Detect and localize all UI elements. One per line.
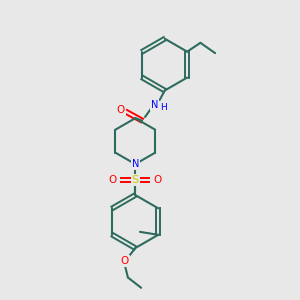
Text: O: O [109, 175, 117, 185]
Text: H: H [160, 103, 167, 112]
Text: S: S [132, 175, 139, 185]
Text: O: O [121, 256, 129, 266]
Text: O: O [116, 105, 125, 115]
Text: O: O [154, 175, 162, 185]
Text: N: N [132, 159, 139, 169]
Text: N: N [151, 100, 158, 110]
